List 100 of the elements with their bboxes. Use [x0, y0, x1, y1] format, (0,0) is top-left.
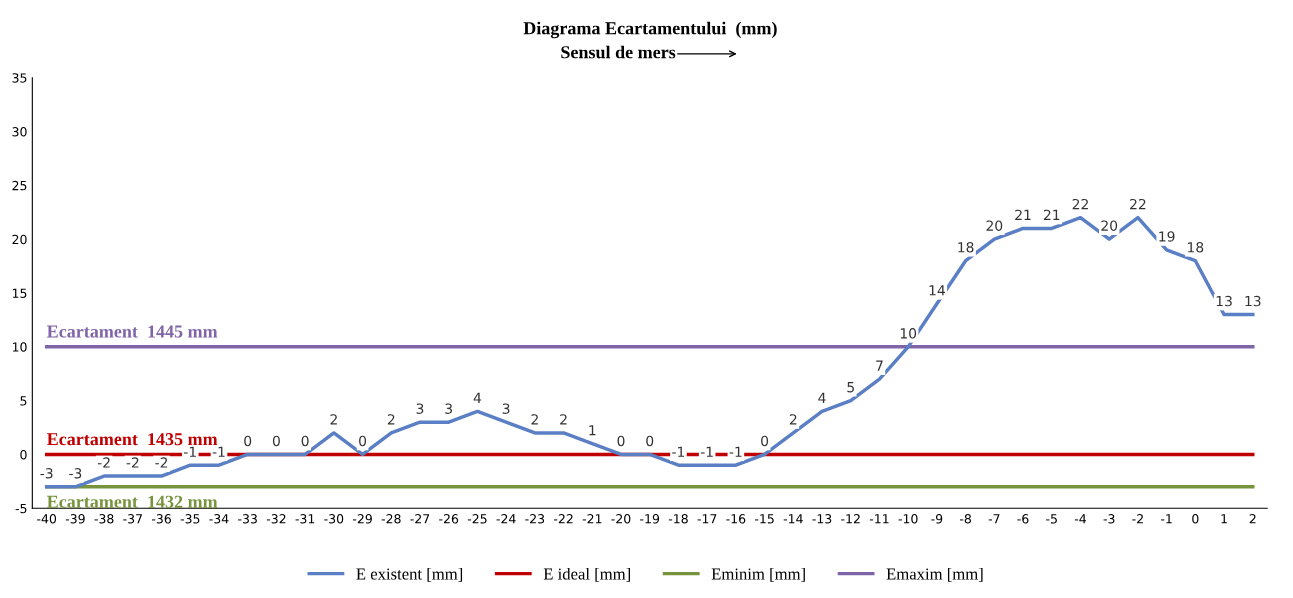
data-label: 3: [502, 403, 510, 414]
data-label: 4: [473, 392, 482, 403]
y-tick-label: 25: [12, 180, 27, 191]
data-label: 4: [818, 392, 826, 403]
x-tick-label: 2: [1249, 514, 1256, 524]
x-tick-label: -18: [668, 514, 688, 524]
data-label: 20: [1101, 220, 1118, 231]
legend-label: Eminim [mm]: [711, 567, 805, 582]
data-label: 2: [330, 414, 337, 425]
x-tick-label: -3: [1103, 514, 1115, 524]
chart-title: Diagrama Ecartamentului (mm): [523, 21, 777, 39]
x-tick-label: 1: [1221, 514, 1227, 524]
data-label: 5: [847, 382, 854, 393]
x-tick-label: -8: [960, 514, 971, 524]
x-tick-label: 0: [1192, 514, 1199, 524]
data-label: -2: [126, 457, 139, 468]
x-tick-label: -35: [180, 514, 200, 524]
x-tick-label: -39: [65, 514, 85, 524]
x-tick-label: -23: [525, 514, 545, 524]
chart-subtitle: Sensul de mers: [561, 45, 676, 59]
data-label: -3: [40, 468, 53, 479]
data-label: 2: [560, 414, 567, 425]
data-label: 21: [1015, 209, 1031, 220]
y-tick-label: 20: [12, 234, 27, 245]
data-label: 0: [359, 435, 367, 447]
x-tick-label: -4: [1074, 514, 1087, 524]
x-tick-label: -33: [238, 514, 257, 524]
x-tick-label: -34: [209, 514, 229, 524]
data-label: 0: [244, 435, 252, 447]
data-label: 18: [958, 241, 974, 253]
legend-label: Emaxim [mm]: [886, 567, 983, 582]
data-label: 14: [929, 285, 945, 296]
x-tick-label: -5: [1046, 514, 1057, 524]
y-tick-label: 15: [12, 288, 27, 298]
data-label: 10: [900, 328, 917, 339]
data-label: 2: [387, 414, 395, 425]
x-tick-label: -30: [324, 514, 344, 524]
legend-label: E ideal [mm]: [543, 567, 630, 582]
x-tick-label: -19: [640, 514, 660, 524]
x-tick-label: -1: [1161, 514, 1172, 524]
data-label: 0: [646, 435, 654, 447]
x-tick-label: -22: [553, 514, 573, 524]
data-label: 7: [876, 360, 883, 371]
data-label: 0: [761, 435, 769, 447]
data-label: -3: [69, 468, 82, 479]
x-tick-label: -36: [151, 514, 171, 524]
data-label: 21: [1043, 209, 1060, 220]
x-tick-label: -27: [410, 514, 430, 524]
data-label: 13: [1216, 295, 1232, 307]
x-tick-label: -7: [988, 514, 1000, 524]
x-tick-label: -14: [783, 514, 803, 524]
y-tick-label: -5: [15, 503, 27, 514]
data-label: 1: [589, 425, 596, 436]
data-label: 18: [1188, 241, 1204, 253]
data-label: -1: [700, 446, 713, 457]
x-tick-label: -2: [1132, 514, 1143, 524]
x-tick-label: -32: [266, 514, 286, 524]
data-label: 0: [617, 435, 625, 447]
data-label: 2: [789, 414, 797, 425]
data-label: 22: [1130, 198, 1146, 210]
x-tick-label: -25: [467, 514, 487, 524]
data-label: 20: [986, 220, 1003, 231]
y-tick-label: 35: [12, 73, 27, 83]
data-label: 3: [445, 403, 453, 414]
data-label: 22: [1072, 198, 1088, 210]
x-tick-label: -31: [295, 514, 315, 524]
x-tick-label: -24: [496, 514, 516, 524]
x-tick-label: -40: [37, 514, 57, 524]
data-label: 13: [1245, 295, 1261, 307]
data-label: 3: [416, 403, 424, 414]
x-tick-label: -21: [582, 514, 602, 524]
data-label: -1: [184, 446, 196, 457]
x-tick-label: -9: [931, 514, 943, 524]
x-tick-label: -38: [94, 514, 114, 524]
data-label: -1: [672, 446, 685, 457]
annotation: Ecartament 1435 mm: [46, 433, 218, 446]
legend-label: E existent [mm]: [356, 567, 463, 582]
data-label: -1: [212, 446, 225, 457]
data-label: 2: [531, 414, 538, 425]
x-tick-label: -6: [1017, 514, 1029, 524]
data-label: 19: [1159, 231, 1175, 242]
x-tick-label: -37: [123, 514, 142, 524]
x-tick-label: -29: [352, 514, 372, 524]
x-tick-label: -11: [869, 514, 889, 524]
x-tick-label: -12: [841, 514, 860, 524]
annotation: Ecartament 1432 mm: [46, 495, 218, 508]
data-label: -1: [729, 446, 742, 457]
data-label: -2: [155, 457, 168, 468]
x-tick-label: -13: [812, 514, 832, 524]
y-tick-label: 10: [12, 342, 27, 352]
y-tick-label: 30: [12, 127, 27, 137]
x-tick-label: -20: [611, 514, 631, 524]
annotation: Ecartament 1445 mm: [46, 325, 218, 338]
x-tick-label: -28: [381, 514, 401, 524]
x-tick-label: -17: [697, 514, 717, 524]
data-label: -2: [97, 457, 110, 468]
x-tick-label: -16: [726, 514, 746, 524]
data-label: 0: [301, 435, 309, 447]
x-tick-label: -10: [898, 514, 918, 524]
y-tick-label: 5: [20, 396, 27, 406]
